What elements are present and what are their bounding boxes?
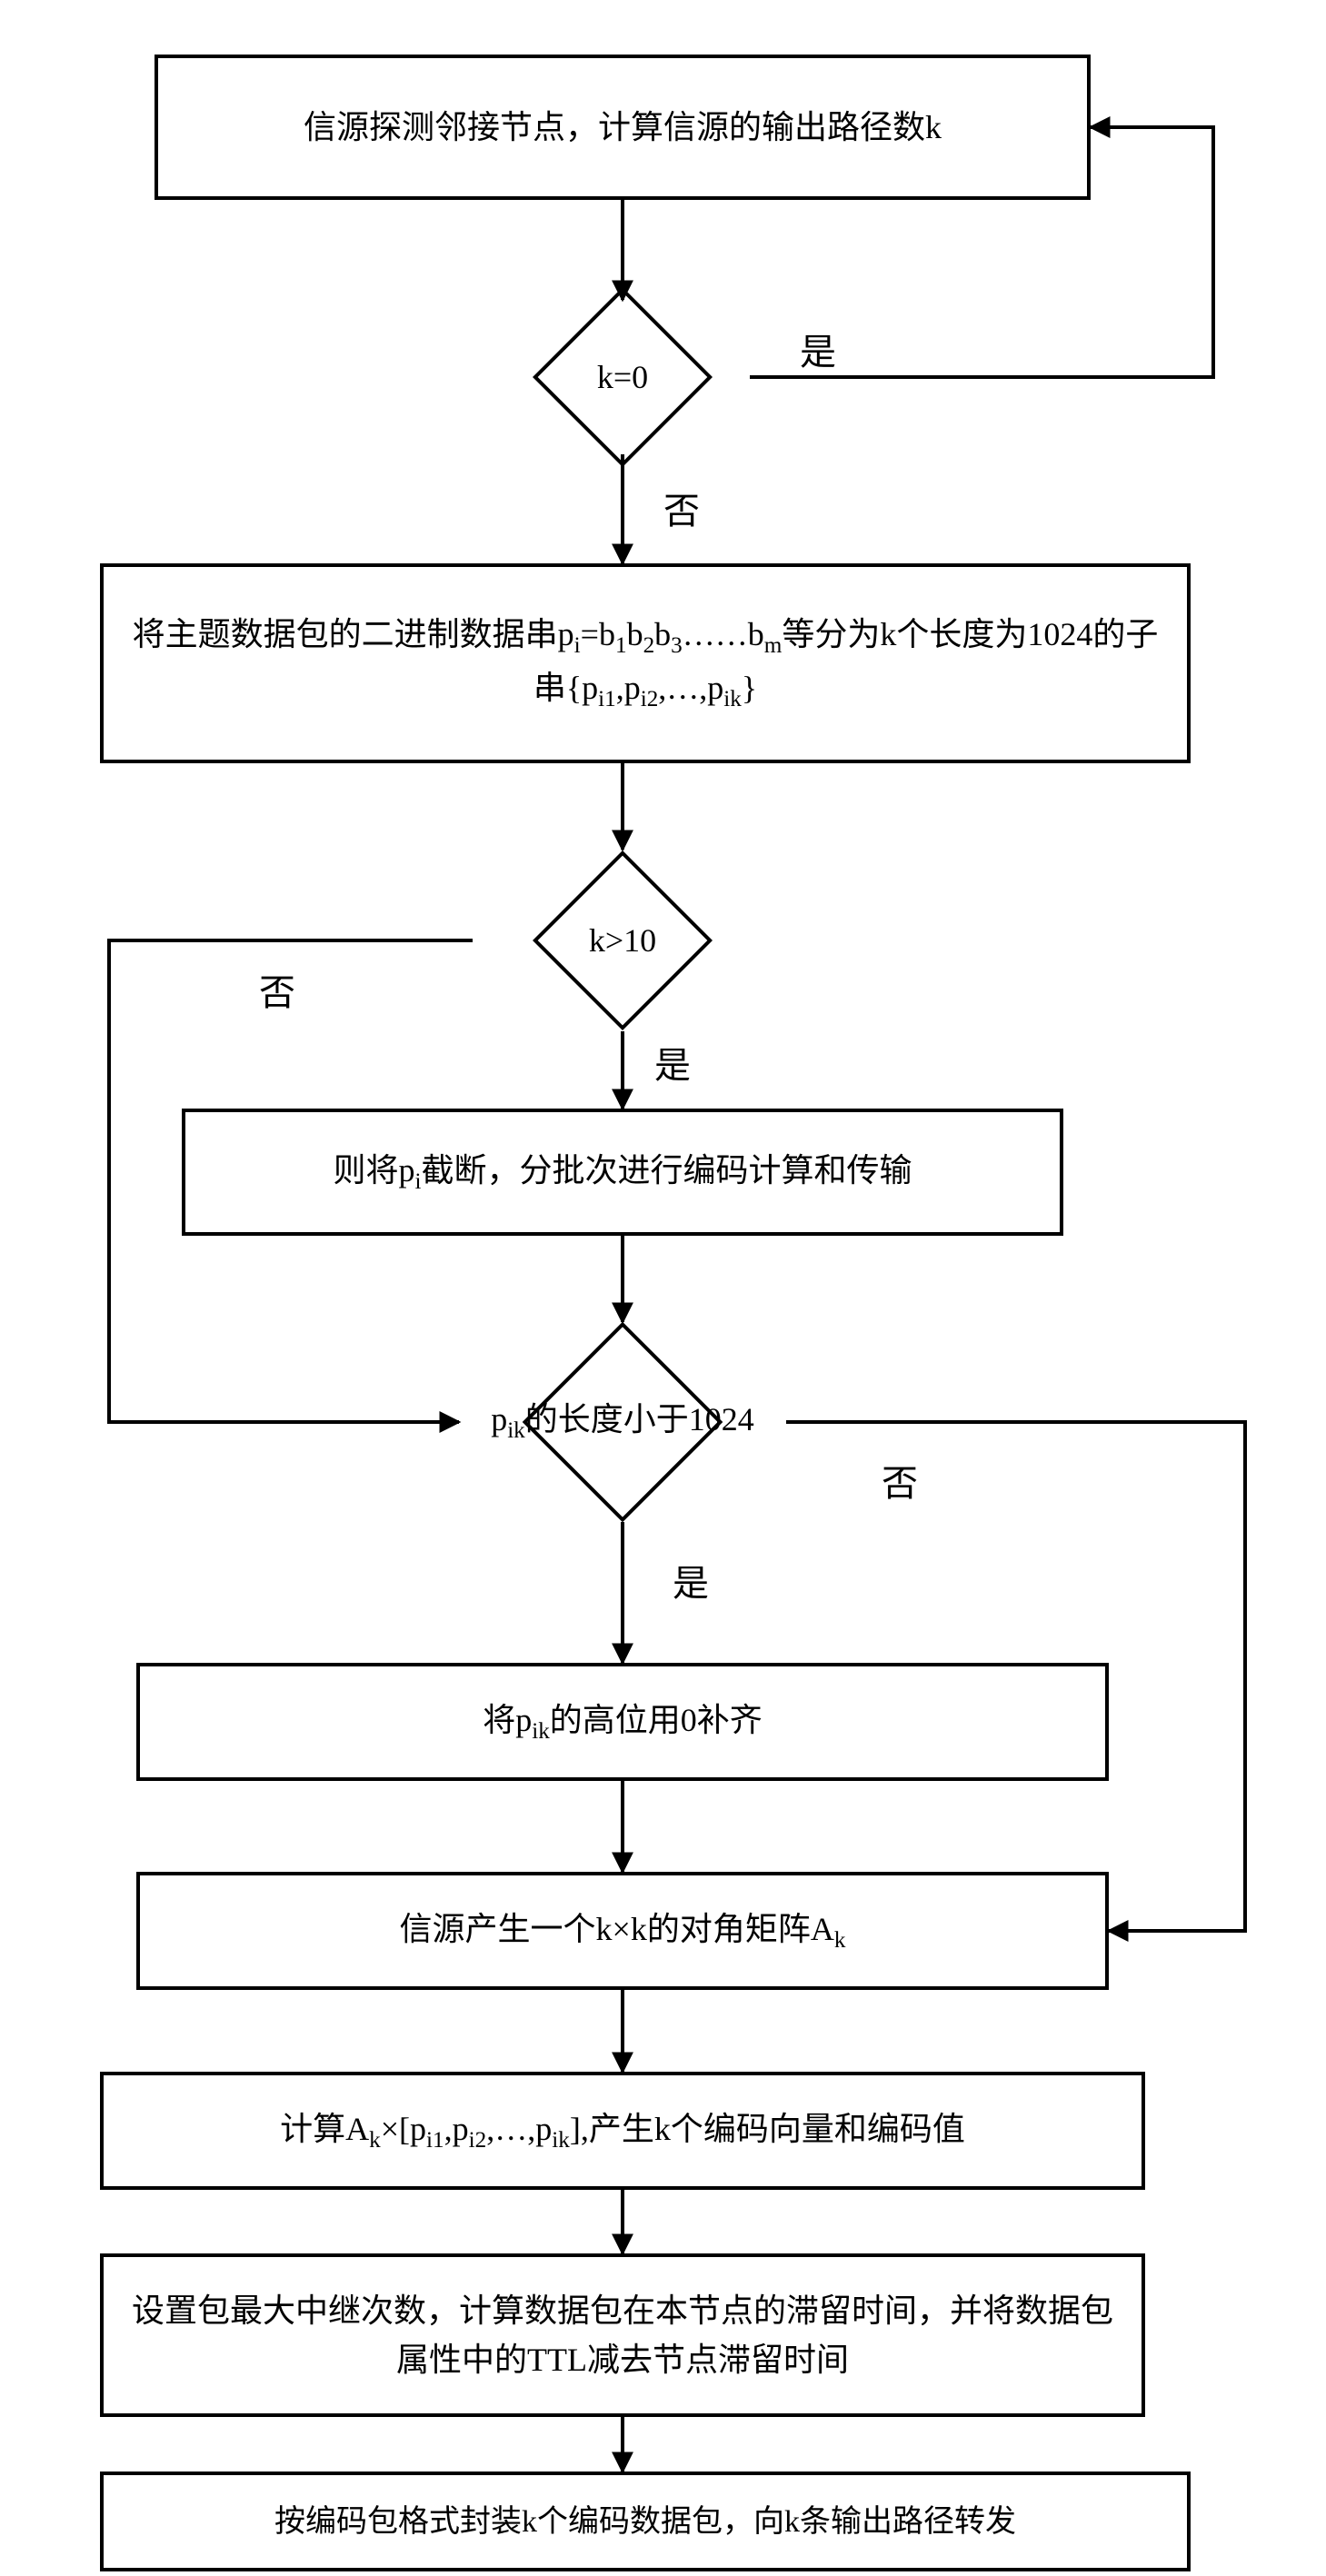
node-forward-packets: 按编码包格式封装k个编码数据包，向k条输出路径转发 xyxy=(100,2472,1191,2571)
node-text: 则将pi截断，分批次进行编码计算和传输 xyxy=(333,1146,912,1199)
node-text: 设置包最大中继次数，计算数据包在本节点的滞留时间，并将数据包属性中的TTL减去节… xyxy=(122,2286,1123,2384)
node-text: 信源探测邻接节点，计算信源的输出路径数k xyxy=(304,103,942,152)
label-d3-yes: 是 xyxy=(673,1554,709,1606)
node-split-substrings: 将主题数据包的二进制数据串pi=b1b2b3……bm等分为k个长度为1024的子… xyxy=(100,563,1191,763)
node-detect-neighbors: 信源探测邻接节点，计算信源的输出路径数k xyxy=(155,55,1091,200)
node-gen-matrix: 信源产生一个k×k的对角矩阵Ak xyxy=(136,1872,1109,1990)
decision-k-eq-0: k=0 xyxy=(495,300,750,454)
node-pad-zeros: 将pik的高位用0补齐 xyxy=(136,1663,1109,1781)
node-text: 将主题数据包的二进制数据串pi=b1b2b3……bm等分为k个长度为1024的子… xyxy=(122,610,1169,717)
node-text: 将pik的高位用0补齐 xyxy=(483,1696,763,1749)
label-d2-yes: 是 xyxy=(654,1036,691,1089)
node-text: 按编码包格式封装k个编码数据包，向k条输出路径转发 xyxy=(274,2499,1016,2545)
node-text: 信源产生一个k×k的对角矩阵Ak xyxy=(400,1905,846,1958)
decision-k-gt-10: k>10 xyxy=(473,850,773,1031)
label-d2-no: 否 xyxy=(259,963,295,1016)
node-compute-vectors: 计算Ak×[pi1,pi2,…,pik],产生k个编码向量和编码值 xyxy=(100,2072,1145,2190)
node-text: 计算Ak×[pi1,pi2,…,pik],产生k个编码向量和编码值 xyxy=(280,2104,965,2158)
node-text: k=0 xyxy=(597,356,648,399)
node-text: k>10 xyxy=(589,920,656,962)
label-d3-no: 否 xyxy=(882,1454,918,1507)
flowchart-canvas: 信源探测邻接节点，计算信源的输出路径数k k=0 将主题数据包的二进制数据串pi… xyxy=(0,0,1326,2576)
label-d1-no: 否 xyxy=(663,482,700,534)
label-d1-yes: 是 xyxy=(800,323,836,375)
node-set-ttl: 设置包最大中继次数，计算数据包在本节点的滞留时间，并将数据包属性中的TTL减去节… xyxy=(100,2253,1145,2417)
node-truncate-batch: 则将pi截断，分批次进行编码计算和传输 xyxy=(182,1109,1063,1236)
node-text: pik的长度小于1024 xyxy=(491,1398,754,1447)
decision-len-lt-1024: pik的长度小于1024 xyxy=(459,1322,786,1522)
